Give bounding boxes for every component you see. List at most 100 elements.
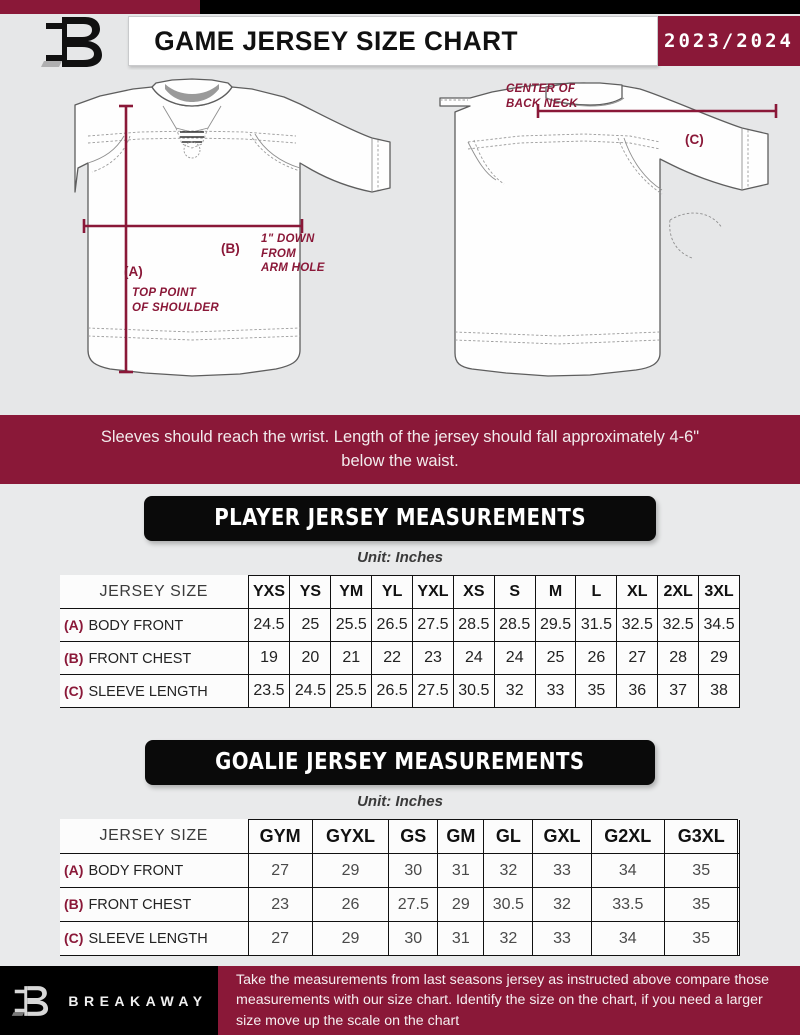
player-size-header-yxl: YXL [412, 575, 454, 609]
fit-instructions-text: Sleeves should reach the wrist. Length o… [100, 427, 700, 470]
player-cell-r2-c1: 24.5 [289, 674, 332, 708]
goalie-cell-r0-c4: 32 [483, 853, 534, 888]
goalie-row-name: BODY FRONT [88, 863, 184, 879]
player-cell-r2-c8: 35 [575, 674, 618, 708]
player-cell-r2-c9: 36 [616, 674, 659, 708]
goalie-table-row-header-label: JERSEY SIZE [60, 819, 248, 854]
goalie-cell-r1-c2: 27.5 [388, 887, 439, 922]
player-row-marker: (B) [64, 649, 84, 666]
player-row-marker: (C) [64, 682, 84, 699]
goalie-cell-r2-c5: 33 [532, 921, 592, 956]
goalie-section-title-badge: GOALIE JERSEY MEASUREMENTS [145, 740, 655, 785]
goalie-cell-r2-c4: 32 [483, 921, 534, 956]
player-cell-r2-c4: 27.5 [412, 674, 454, 708]
goalie-size-header-gxl: GXL [532, 819, 592, 854]
player-cell-r2-c6: 32 [493, 674, 536, 708]
player-cell-r2-c11: 38 [698, 674, 740, 708]
goalie-row-label-cell: (A) BODY FRONT [60, 853, 249, 888]
fit-instructions-banner: Sleeves should reach the wrist. Length o… [0, 415, 800, 484]
goalie-cell-r2-c3: 31 [437, 921, 485, 956]
player-row-label-cell: (B) FRONT CHEST [60, 641, 249, 675]
player-cell-r2-c2: 25.5 [330, 674, 373, 708]
jersey-diagram-area: .o { fill:#fefefe; stroke:#5e5e5e; strok… [0, 70, 800, 415]
goalie-table-row: (B) FRONT CHEST 23 26 27.5 29 30.5 32 33.5 35 [60, 887, 740, 922]
goalie-jersey-section: GOALIE JERSEY MEASUREMENTS Unit: Inches … [0, 728, 800, 960]
goalie-cell-r0-c7: 35 [663, 853, 739, 888]
player-section-title-badge: PLAYER JERSEY MEASUREMENTS [143, 496, 657, 541]
page-footer: BREAKAWAY Take the measurements from las… [0, 966, 800, 1035]
goalie-size-header-gm: GM [437, 819, 485, 854]
goalie-size-header-gym: GYM [247, 819, 313, 854]
goalie-cell-r1-c4: 30.5 [483, 887, 534, 922]
goalie-row-label-cell: (B) FRONT CHEST [60, 887, 249, 922]
player-size-header-m: M [534, 575, 577, 609]
player-cell-r0-c8: 31.5 [575, 608, 618, 642]
player-cell-r1-c1: 20 [289, 641, 332, 675]
player-cell-r0-c7: 29.5 [534, 608, 577, 642]
player-cell-r1-c7: 25 [534, 641, 577, 675]
goalie-table-row: (C) SLEEVE LENGTH 27 29 30 31 32 33 34 35 [60, 921, 740, 956]
player-cell-r2-c5: 30.5 [452, 674, 495, 708]
player-size-header-yl: YL [371, 575, 414, 609]
page-title: GAME JERSEY SIZE CHART [154, 25, 519, 56]
goalie-size-header-gl: GL [483, 819, 534, 854]
goalie-cell-r0-c8 [737, 853, 740, 888]
player-measurements-table: JERSEY SIZE YXS YS YM YL YXL XS S M L XL 2XL 3XL (A) B… [60, 575, 740, 708]
player-cell-r1-c9: 27 [616, 641, 659, 675]
player-row-name: SLEEVE LENGTH [88, 683, 208, 700]
goalie-row-marker: (B) [64, 896, 84, 912]
goalie-section-title-wrap: GOALIE JERSEY MEASUREMENTS [0, 728, 800, 785]
goalie-cell-r1-c1: 26 [311, 887, 390, 922]
goalie-size-header-g3xl: G3XL [663, 819, 739, 854]
measurement-marker-a: (A) [124, 264, 143, 279]
goalie-cell-r1-c3: 29 [437, 887, 485, 922]
goalie-cell-r0-c6: 34 [590, 853, 665, 888]
player-cell-r0-c1: 25 [289, 608, 332, 642]
goalie-size-header-gs: GS [388, 819, 439, 854]
player-cell-r0-c0: 24.5 [247, 608, 291, 642]
jersey-illustrations: .o { fill:#fefefe; stroke:#5e5e5e; strok… [74, 78, 778, 377]
player-section-title-wrap: PLAYER JERSEY MEASUREMENTS [0, 484, 800, 541]
player-size-header-xs: XS [452, 575, 495, 609]
player-cell-r0-c10: 32.5 [657, 608, 700, 642]
goalie-size-header-gyxl: GYXL [311, 819, 390, 854]
breakaway-b-logo-icon [30, 14, 120, 70]
player-table-row: (C) SLEEVE LENGTH 23.5 24.5 25.5 26.5 27.5 30.5… [60, 674, 740, 708]
jersey-front-illustration [74, 78, 391, 377]
player-cell-r1-c8: 26 [575, 641, 618, 675]
annotation-center-back-neck: CENTER OF BACK NECK [506, 83, 578, 110]
goalie-row-name: SLEEVE LENGTH [88, 931, 208, 947]
footer-brand-name: BREAKAWAY [68, 992, 208, 1009]
player-cell-r0-c6: 28.5 [493, 608, 536, 642]
player-cell-r1-c4: 23 [412, 641, 454, 675]
goalie-cell-r1-c0: 23 [247, 887, 313, 922]
footer-logo-block: BREAKAWAY [0, 966, 218, 1035]
player-cell-r1-c11: 29 [698, 641, 740, 675]
goalie-row-label-cell: (C) SLEEVE LENGTH [60, 921, 249, 956]
player-row-marker: (A) [64, 616, 84, 633]
season-year-text: 2023/2024 [664, 30, 794, 52]
goalie-cell-r1-c7: 35 [663, 887, 739, 922]
top-stripe [0, 0, 800, 14]
player-section-title-text: PLAYER JERSEY MEASUREMENTS [214, 505, 586, 531]
player-row-name: FRONT CHEST [88, 650, 192, 667]
player-cell-r2-c3: 26.5 [371, 674, 414, 708]
player-table-row: (A) BODY FRONT 24.5 25 25.5 26.5 27.5 28.5 28.5 2… [60, 608, 740, 642]
player-size-header-l: L [575, 575, 618, 609]
goalie-cell-r2-c7: 35 [663, 921, 739, 956]
player-size-header-s: S [493, 575, 536, 609]
goalie-cell-r2-c8 [737, 921, 740, 956]
footer-note-block: Take the measurements from last seasons … [218, 966, 800, 1035]
goalie-table-header-row: JERSEY SIZE GYM GYXL GS GM GL GXL G2XL G3XL [60, 819, 740, 854]
header-title-bar: GAME JERSEY SIZE CHART [128, 16, 658, 66]
footer-divider [0, 960, 800, 966]
player-row-label-cell: (C) SLEEVE LENGTH [60, 674, 249, 708]
player-cell-r0-c9: 32.5 [616, 608, 659, 642]
goalie-row-marker: (C) [64, 930, 84, 946]
goalie-cell-r2-c1: 29 [311, 921, 390, 956]
dimension-line-b [82, 219, 304, 233]
player-size-header-ys: YS [289, 575, 332, 609]
goalie-cell-r0-c2: 30 [388, 853, 439, 888]
top-stripe-black [200, 0, 800, 14]
player-cell-r0-c11: 34.5 [698, 608, 740, 642]
